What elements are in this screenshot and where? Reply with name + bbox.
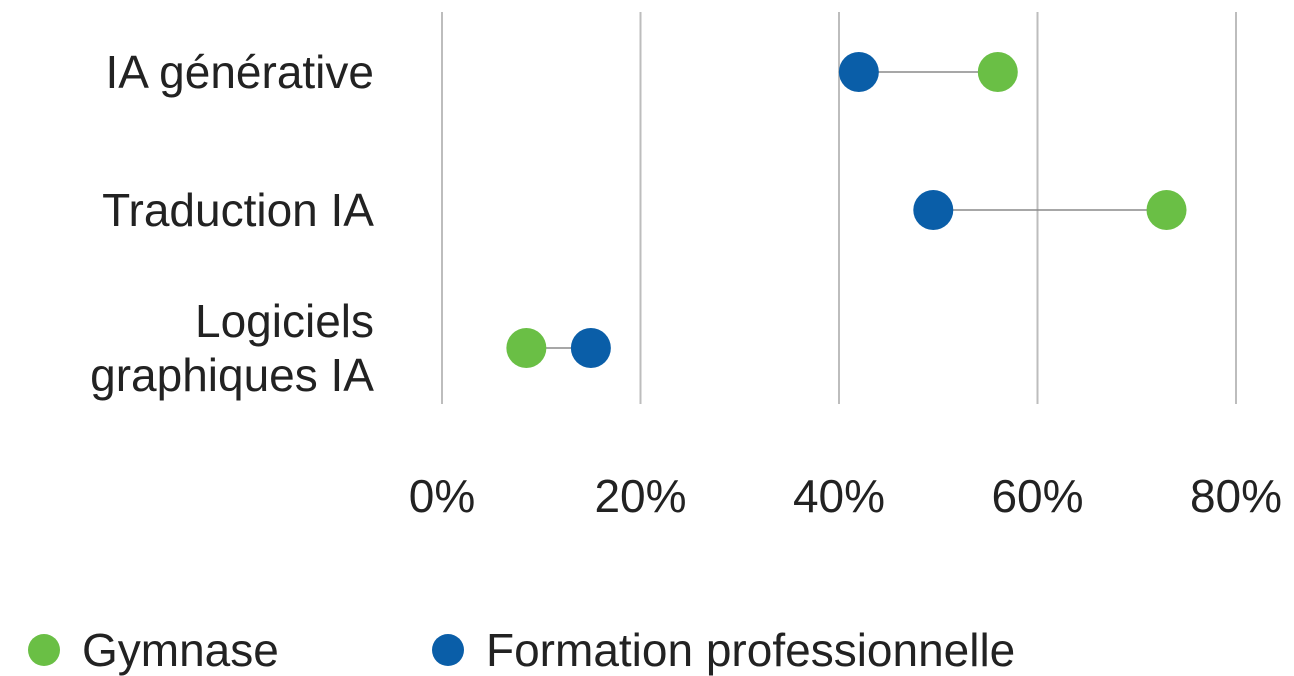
x-tick-label: 40% (793, 470, 885, 522)
gridlines (441, 12, 1237, 404)
dot-formation-professionnelle-logiciels-graphiques-ia (570, 328, 611, 368)
category-labels: IA générative Traduction IA Logicielsgraph… (90, 46, 374, 401)
dot-gymnase-ia-generative (977, 52, 1018, 92)
legend-label: Gymnase (82, 624, 279, 676)
legend-marker (28, 634, 60, 666)
x-tick-label: 0% (409, 470, 475, 522)
legend-item-formation-professionnelle: Formation professionnelle (432, 624, 1015, 676)
dot-formation-professionnelle-traduction-ia (913, 190, 954, 230)
category-label-line: graphiques IA (90, 349, 374, 401)
category-label-traduction-ia: Traduction IA (102, 184, 374, 236)
category-label-line: Traduction IA (102, 184, 374, 236)
dot-gymnase-logiciels-graphiques-ia (506, 328, 547, 368)
legend: Gymnase Formation professionnelle (28, 624, 1015, 676)
category-label-line: Logiciels (195, 295, 374, 347)
category-label-ia-generative: IA générative (105, 46, 374, 98)
category-label-line: IA générative (105, 46, 374, 98)
data-points (506, 52, 1187, 368)
dot-formation-professionnelle-ia-generative (838, 52, 879, 92)
x-axis-tick-labels: 0% 20% 40% 60% 80% (409, 470, 1282, 522)
x-tick-label: 20% (594, 470, 686, 522)
connectors (526, 71, 1167, 349)
dot-gymnase-traduction-ia (1146, 190, 1187, 230)
x-tick-label: 80% (1190, 470, 1282, 522)
legend-marker (432, 634, 464, 666)
x-tick-label: 60% (991, 470, 1083, 522)
legend-label: Formation professionnelle (486, 624, 1015, 676)
legend-item-gymnase: Gymnase (28, 624, 279, 676)
